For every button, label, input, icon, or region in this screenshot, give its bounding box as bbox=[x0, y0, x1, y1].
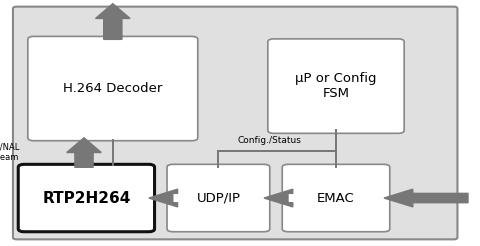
Polygon shape bbox=[67, 138, 101, 167]
Text: Config./Status: Config./Status bbox=[238, 136, 301, 145]
Polygon shape bbox=[384, 189, 468, 207]
Text: RTP2H264: RTP2H264 bbox=[42, 191, 131, 205]
FancyBboxPatch shape bbox=[167, 164, 270, 232]
Text: μP or Config
FSM: μP or Config FSM bbox=[295, 72, 377, 100]
Polygon shape bbox=[149, 189, 178, 207]
Text: H.264/NAL
Stream: H.264/NAL Stream bbox=[0, 143, 19, 162]
Text: EMAC: EMAC bbox=[317, 192, 355, 204]
Polygon shape bbox=[96, 4, 130, 39]
FancyBboxPatch shape bbox=[18, 164, 155, 232]
FancyBboxPatch shape bbox=[28, 36, 198, 141]
FancyBboxPatch shape bbox=[268, 39, 404, 133]
Text: UDP/IP: UDP/IP bbox=[196, 192, 240, 204]
FancyBboxPatch shape bbox=[282, 164, 390, 232]
Polygon shape bbox=[264, 189, 293, 207]
Text: H.264 Decoder: H.264 Decoder bbox=[63, 82, 163, 95]
FancyBboxPatch shape bbox=[13, 7, 457, 239]
